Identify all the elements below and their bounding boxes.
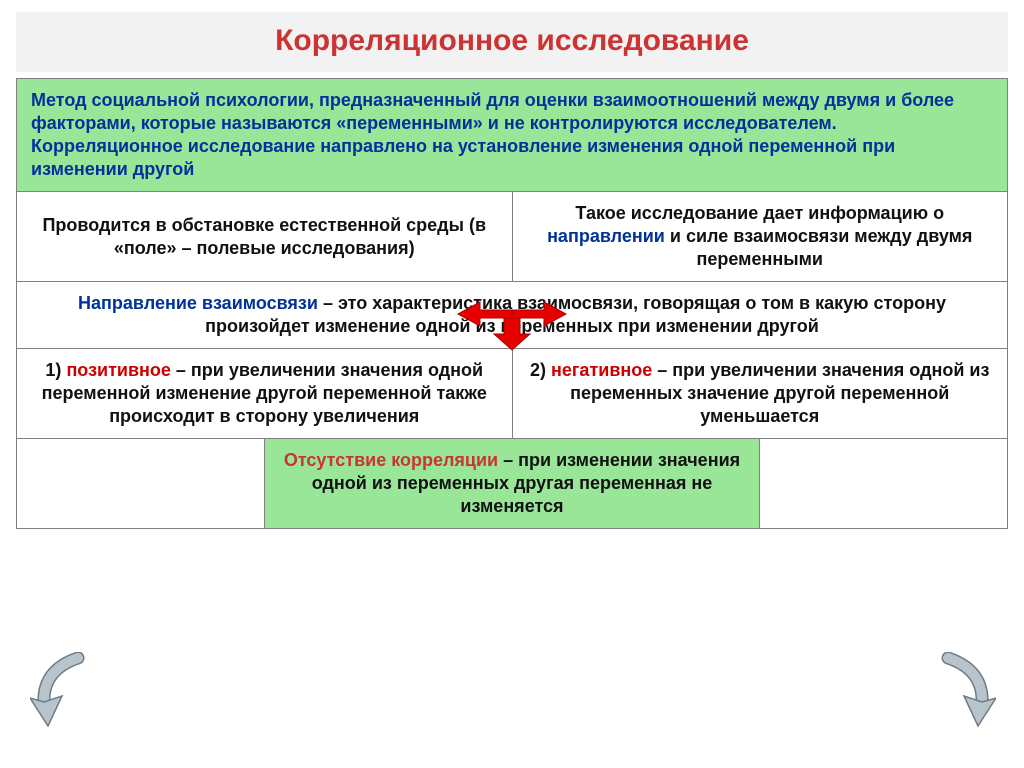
curved-arrow-left-icon: [30, 652, 100, 732]
slide-title: Корреляционное исследование: [16, 24, 1008, 58]
neg-num: 2): [530, 360, 551, 380]
pos-hl: позитивное: [66, 360, 170, 380]
context-left-cell: Проводится в обстановке естественной сре…: [17, 192, 513, 282]
definition-text: Метод социальной психологии, предназначе…: [31, 90, 954, 179]
definition-cell: Метод социальной психологии, предназначе…: [17, 79, 1008, 192]
slide: Корреляционное исследование Метод социал…: [0, 0, 1024, 768]
context-right-post: и силе взаимосвязи между двумя переменны…: [665, 226, 973, 269]
nocorr-hl: Отсутствие корреляции: [284, 450, 498, 470]
context-left-text: Проводится в обстановке естественной сре…: [42, 215, 486, 258]
direction-hl: Направление взаимосвязи: [78, 293, 318, 313]
title-band: Корреляционное исследование: [16, 12, 1008, 72]
context-right-hl: направлении: [547, 226, 665, 246]
negative-cell: 2) негативное – при увеличении значения …: [512, 349, 1008, 439]
context-right-pre: Такое исследование дает информацию о: [575, 203, 944, 223]
red-three-arrow-icon: [452, 296, 572, 352]
curved-arrow-right-icon: [926, 652, 996, 732]
nocorr-cell: Отсутствие корреляции – при изменении зн…: [264, 439, 760, 529]
bottom-right-empty: [760, 439, 1008, 529]
pos-num: 1): [45, 360, 66, 380]
context-right-cell: Такое исследование дает информацию о нап…: [512, 192, 1008, 282]
neg-hl: негативное: [551, 360, 652, 380]
positive-cell: 1) позитивное – при увеличении значения …: [17, 349, 513, 439]
bottom-left-empty: [17, 439, 265, 529]
